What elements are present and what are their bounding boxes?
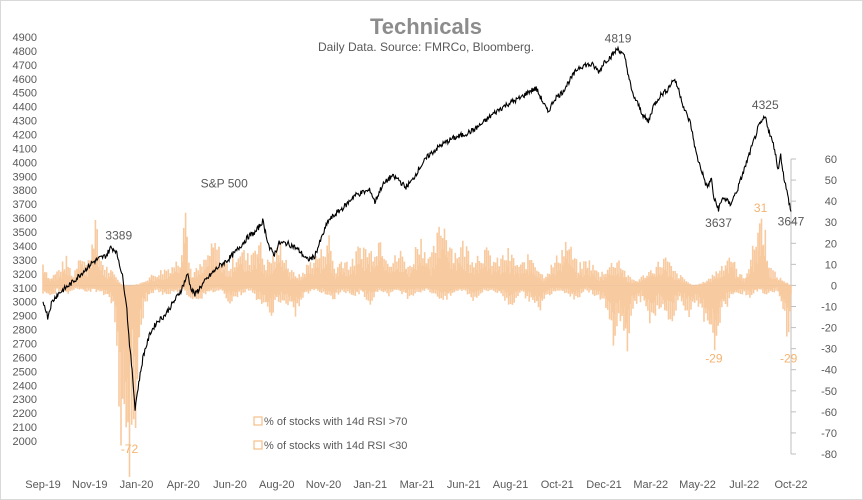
left-tick-label-4700: 4700 [13, 60, 37, 72]
annotation-7: 31 [754, 201, 768, 215]
x-tick-label-8: Mar-21 [400, 479, 435, 491]
right-tick-label-50: 50 [825, 175, 837, 187]
left-tick-label-2800: 2800 [13, 325, 37, 337]
x-tick-label-0: Sep-19 [25, 479, 60, 491]
chart-subtitle: Daily Data. Source: FMRCo, Bloomberg. [318, 40, 534, 54]
x-tick-label-1: Nov-19 [72, 479, 107, 491]
right-tick-label--50: -50 [821, 386, 837, 398]
sp500-line [42, 45, 792, 411]
x-tick-label-4: Jun-20 [213, 479, 247, 491]
legend-label-rsi-below-30: % of stocks with 14d RSI <30 [264, 440, 407, 452]
x-tick-label-12: Dec-21 [586, 479, 621, 491]
left-tick-label-2500: 2500 [13, 366, 37, 378]
right-tick-label--30: -30 [821, 344, 837, 356]
left-tick-label-3900: 3900 [13, 171, 37, 183]
right-tick-label-20: 20 [825, 238, 837, 250]
left-tick-label-4300: 4300 [13, 116, 37, 128]
x-tick-label-11: Oct-21 [541, 479, 574, 491]
annotation-2: 4325 [752, 98, 779, 112]
left-tick-label-3400: 3400 [13, 241, 37, 253]
annotation-8: -29 [705, 352, 723, 366]
annotation-1: 4819 [605, 31, 632, 45]
left-tick-label-2100: 2100 [13, 422, 37, 434]
left-tick-label-4400: 4400 [13, 102, 37, 114]
left-tick-label-3100: 3100 [13, 283, 37, 295]
right-tick-label-30: 30 [825, 217, 837, 229]
left-tick-label-3000: 3000 [13, 297, 37, 309]
left-tick-label-4000: 4000 [13, 157, 37, 169]
right-tick-label-60: 60 [825, 154, 837, 166]
annotation-6: -72 [121, 442, 139, 456]
x-tick-label-13: Mar-22 [633, 479, 668, 491]
rsi-below-30-bars [42, 285, 792, 477]
x-tick-label-3: Apr-20 [167, 479, 200, 491]
right-tick-label--60: -60 [821, 407, 837, 419]
right-tick-label-0: 0 [831, 280, 837, 292]
left-tick-label-2000: 2000 [13, 436, 37, 448]
annotation-9: -29 [780, 352, 798, 366]
left-tick-label-2400: 2400 [13, 380, 37, 392]
left-tick-label-3200: 3200 [13, 269, 37, 281]
right-tick-label-40: 40 [825, 196, 837, 208]
left-tick-label-4800: 4800 [13, 46, 37, 58]
left-tick-label-4500: 4500 [13, 88, 37, 100]
left-tick-label-4900: 4900 [13, 32, 37, 44]
x-tick-label-6: Nov-20 [306, 479, 341, 491]
x-tick-label-2: Jan-20 [120, 479, 154, 491]
x-tick-label-16: Oct-22 [774, 479, 807, 491]
x-tick-label-10: Aug-21 [493, 479, 528, 491]
left-tick-label-2200: 2200 [13, 408, 37, 420]
right-tick-label--10: -10 [821, 302, 837, 314]
x-tick-label-15: Jul-22 [729, 479, 759, 491]
annotation-3: 3637 [705, 216, 732, 230]
left-tick-label-3500: 3500 [13, 227, 37, 239]
x-tick-label-7: Jan-21 [353, 479, 387, 491]
legend-swatch-rsi-above-70 [253, 416, 263, 426]
annotation-0: 3389 [105, 228, 132, 242]
left-tick-label-4200: 4200 [13, 130, 37, 142]
left-tick-label-2600: 2600 [13, 352, 37, 364]
left-tick-label-3800: 3800 [13, 185, 37, 197]
right-axis: -80 -70 -60 -50 -40 -30 -20 -10 0 10 20 30 40 50 60 [791, 154, 837, 461]
annotations: 3389 4819 4325 3637 3647 S&P 500 -72 31 -29 -29 [105, 31, 804, 456]
rsi-series-group [42, 212, 792, 477]
rsi-above-70-bars [42, 212, 791, 286]
price-series-group [42, 45, 792, 411]
left-tick-label-2700: 2700 [13, 338, 37, 350]
right-tick-label--80: -80 [821, 449, 837, 461]
right-tick-label--20: -20 [821, 323, 837, 335]
x-tick-label-9: Jun-21 [447, 479, 481, 491]
legend: % of stocks with 14d RSI >70 % of stocks… [253, 416, 407, 452]
right-tick-label-10: 10 [825, 259, 837, 271]
x-axis: Sep-19 Nov-19 Jan-20 Apr-20 Jun-20 Aug-20 Nov-… [25, 479, 807, 491]
left-tick-label-2900: 2900 [13, 311, 37, 323]
x-tick-label-14: May-22 [679, 479, 716, 491]
left-tick-label-3600: 3600 [13, 213, 37, 225]
left-tick-label-3300: 3300 [13, 255, 37, 267]
chart-title: Technicals [370, 14, 482, 39]
annotation-4: 3647 [778, 215, 805, 229]
left-tick-label-4100: 4100 [13, 143, 37, 155]
right-tick-label--40: -40 [821, 365, 837, 377]
legend-swatch-rsi-below-30 [253, 440, 263, 450]
left-tick-label-4600: 4600 [13, 74, 37, 86]
legend-label-rsi-above-70: % of stocks with 14d RSI >70 [264, 416, 407, 428]
right-tick-label--70: -70 [821, 428, 837, 440]
left-tick-label-2300: 2300 [13, 394, 37, 406]
left-tick-label-3700: 3700 [13, 199, 37, 211]
x-tick-label-5: Aug-20 [259, 479, 294, 491]
annotation-5: S&P 500 [201, 176, 248, 190]
